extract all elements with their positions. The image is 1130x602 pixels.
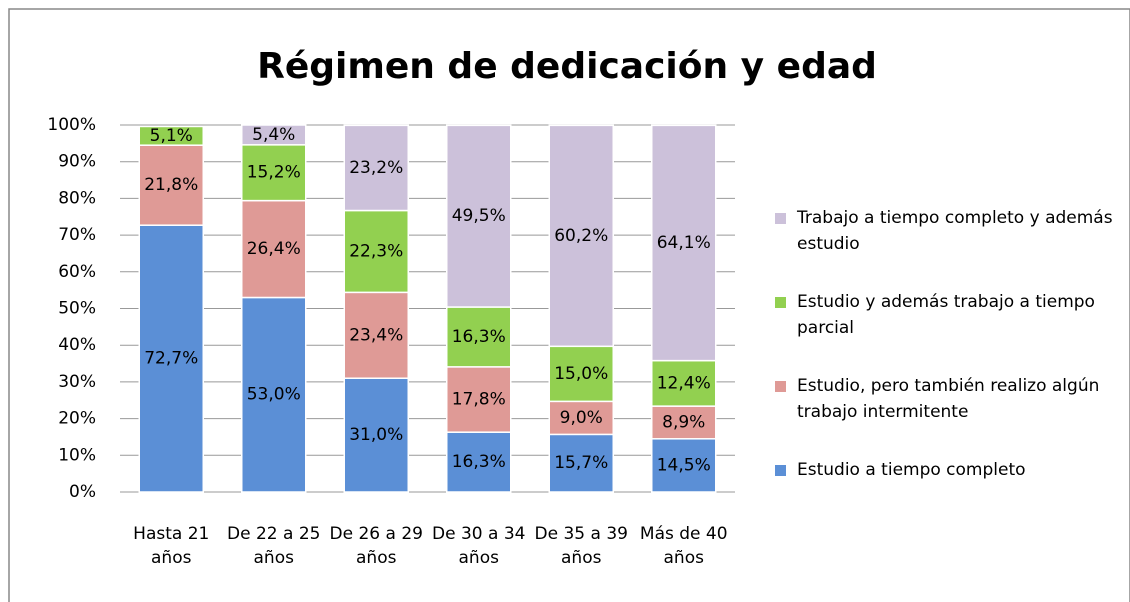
- y-tick-label: 20%: [58, 409, 96, 429]
- data-label: 5,4%: [252, 125, 295, 145]
- bar-segment: [651, 405, 717, 440]
- y-tick-label: 40%: [58, 335, 96, 355]
- bar-segment: [241, 144, 307, 202]
- bar-segment: [651, 359, 717, 407]
- data-label: 22,3%: [349, 241, 403, 261]
- bar-segment: [446, 366, 512, 433]
- bar-segment: [343, 209, 409, 294]
- bar-segment: [241, 199, 307, 299]
- y-tick-label: 70%: [58, 225, 96, 245]
- bar-segment: [651, 438, 717, 493]
- data-label: 5,1%: [150, 126, 193, 146]
- data-label: 23,4%: [349, 325, 403, 345]
- bar-segment: [241, 124, 307, 146]
- data-label: 15,2%: [247, 163, 301, 183]
- legend-label: Estudio y además trabajo a tiempo parcia…: [797, 292, 1095, 338]
- data-label: 14,5%: [657, 455, 711, 475]
- bar-segment: [446, 124, 512, 308]
- x-tick-label: De 35 a 39 años: [534, 524, 628, 568]
- bar-segment: [138, 125, 204, 146]
- y-tick-label: 10%: [58, 445, 96, 465]
- data-label: 9,0%: [560, 408, 603, 428]
- legend-swatch: [775, 297, 786, 308]
- y-tick-label: 90%: [58, 152, 96, 172]
- y-tick-label: 100%: [47, 115, 96, 135]
- legend-item: Trabajo a tiempo completo y además estud…: [775, 205, 1127, 257]
- data-label: 16,3%: [452, 327, 506, 347]
- bar-segment: [548, 400, 614, 436]
- bar-segment: [446, 306, 512, 368]
- data-label: 72,7%: [144, 349, 198, 369]
- bar-segment: [343, 377, 409, 493]
- bar-segment: [241, 296, 307, 493]
- x-tick-label: Hasta 21 años: [133, 524, 210, 568]
- data-label: 12,4%: [657, 373, 711, 393]
- x-tick-label: De 22 a 25 años: [227, 524, 321, 568]
- bar-segment: [446, 431, 512, 493]
- bar-segment: [343, 124, 409, 212]
- legend-item: Estudio a tiempo completo: [775, 457, 1127, 483]
- data-label: 53,0%: [247, 385, 301, 405]
- chart-border: [8, 8, 1130, 602]
- legend-label: Estudio a tiempo completo: [797, 460, 1026, 480]
- bar-segment: [343, 291, 409, 379]
- data-label: 60,2%: [554, 226, 608, 246]
- data-label: 21,8%: [144, 175, 198, 195]
- data-label: 23,2%: [349, 158, 403, 178]
- bar-segment: [138, 144, 204, 226]
- bar-segment: [548, 433, 614, 493]
- data-label: 16,3%: [452, 452, 506, 472]
- legend-swatch: [775, 381, 786, 392]
- data-label: 15,7%: [554, 453, 608, 473]
- x-tick-label: De 26 a 29 años: [329, 524, 423, 568]
- data-label: 8,9%: [662, 412, 705, 432]
- y-tick-label: 0%: [69, 482, 96, 502]
- bar-segment: [548, 124, 614, 348]
- data-label: 26,4%: [247, 239, 301, 259]
- legend-label: Estudio, pero también realizo algún trab…: [797, 376, 1100, 422]
- data-label: 15,0%: [554, 364, 608, 384]
- y-tick-label: 50%: [58, 299, 96, 319]
- data-label: 64,1%: [657, 233, 711, 253]
- legend-item: Estudio y además trabajo a tiempo parcia…: [775, 289, 1127, 341]
- chart-title: Régimen de dedicación y edad: [257, 46, 877, 87]
- legend-swatch: [775, 213, 786, 224]
- x-tick-label: Más de 40 años: [639, 524, 728, 568]
- legend-item: Estudio, pero también realizo algún trab…: [775, 373, 1127, 425]
- legend-label: Trabajo a tiempo completo y además estud…: [797, 208, 1113, 254]
- data-label: 49,5%: [452, 206, 506, 226]
- x-tick-label: De 30 a 34 años: [432, 524, 526, 568]
- legend-swatch: [775, 465, 786, 476]
- y-tick-label: 60%: [58, 262, 96, 282]
- y-tick-label: 30%: [58, 372, 96, 392]
- bar-segment: [548, 345, 614, 403]
- data-label: 17,8%: [452, 390, 506, 410]
- data-label: 31,0%: [349, 425, 403, 445]
- bar-segment: [651, 124, 717, 362]
- y-tick-label: 80%: [58, 188, 96, 208]
